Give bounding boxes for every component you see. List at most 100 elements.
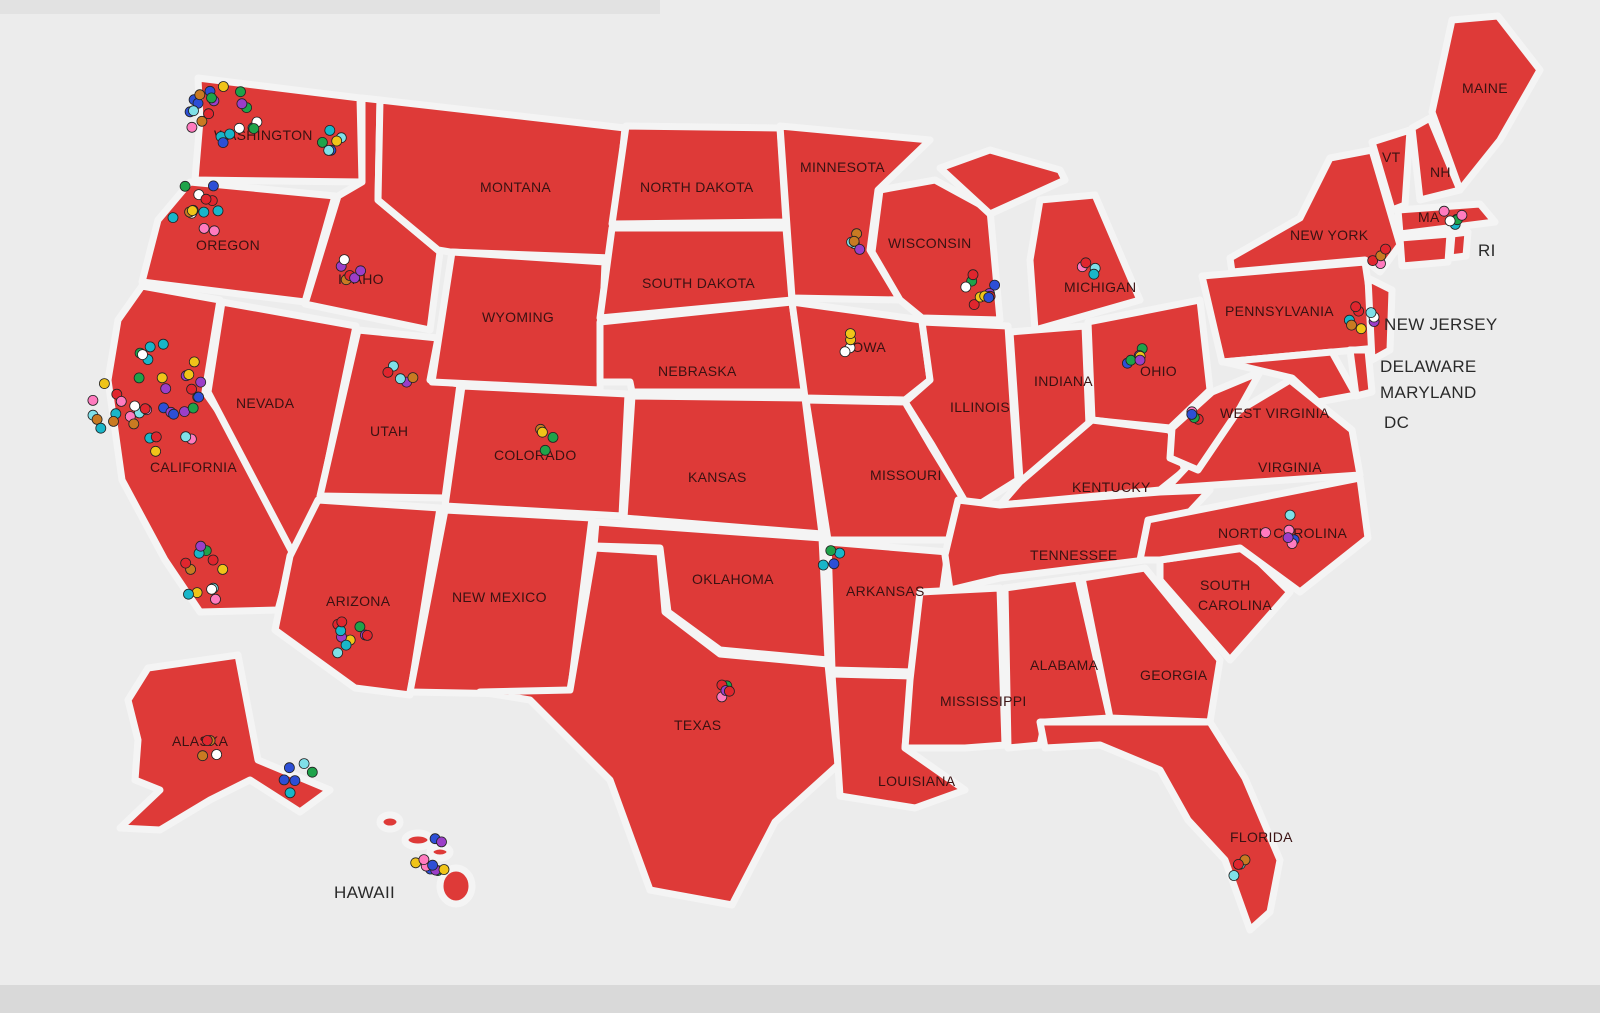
push-pin	[298, 758, 310, 769]
label-north-dakota: NORTH DAKOTA	[640, 179, 754, 195]
push-pin	[180, 431, 192, 443]
label-texas: TEXAS	[674, 717, 721, 733]
label-missouri: MISSOURI	[870, 467, 942, 483]
state-delaware	[1346, 346, 1376, 400]
push-pin	[180, 557, 192, 569]
push-pin	[167, 212, 179, 224]
label-new-mexico: NEW MEXICO	[452, 589, 547, 605]
push-pin	[183, 588, 194, 600]
push-pin	[967, 269, 979, 281]
push-pin	[208, 225, 220, 237]
push-pin	[382, 366, 394, 378]
push-pin	[418, 854, 430, 865]
label-minnesota: MINNESOTA	[800, 159, 885, 175]
state-mississippi	[901, 584, 1009, 752]
push-pin	[224, 128, 236, 140]
label-arizona: ARIZONA	[326, 593, 391, 609]
push-pin	[349, 272, 361, 284]
push-pin	[168, 408, 180, 420]
push-pin	[183, 369, 195, 380]
push-pin	[186, 205, 198, 217]
state-kansas	[620, 392, 826, 538]
push-pin	[200, 193, 212, 205]
push-pin	[150, 431, 162, 443]
push-pin	[1284, 509, 1296, 521]
push-pin	[210, 593, 221, 605]
label-utah: UTAH	[370, 423, 408, 439]
state-alaska	[116, 651, 334, 834]
push-pin	[108, 415, 119, 427]
label-oklahoma: OKLAHOMA	[692, 571, 774, 587]
push-pin	[960, 281, 972, 293]
push-pin	[724, 685, 735, 697]
state-new-jersey	[1364, 274, 1396, 364]
label-south-carolina-2: CAROLINA	[1198, 597, 1272, 613]
state-west-virginia	[1166, 368, 1264, 474]
push-pin	[186, 383, 198, 395]
push-pin	[332, 647, 344, 659]
label-vt: VT	[1382, 149, 1401, 165]
push-pin	[316, 136, 328, 148]
push-pin	[284, 787, 296, 799]
push-pin	[340, 639, 352, 651]
push-pin	[87, 394, 99, 406]
push-pin	[133, 372, 145, 384]
push-pin	[194, 89, 206, 101]
push-pin	[306, 766, 318, 778]
label-wyoming: WYOMING	[482, 309, 554, 325]
push-pin	[198, 206, 210, 218]
state-north-carolina	[1136, 474, 1372, 596]
paper-bottom-strip	[0, 985, 1600, 1013]
push-pin	[825, 545, 837, 556]
push-pins-layer	[87, 81, 1468, 881]
label-south-carolina-1: SOUTH	[1200, 577, 1251, 593]
label-louisiana: LOUISIANA	[878, 773, 956, 789]
push-pin	[547, 431, 559, 443]
label-illinois: ILLINOIS	[950, 399, 1010, 415]
push-pin	[201, 735, 213, 746]
push-pin	[217, 81, 229, 92]
push-pin	[1456, 209, 1468, 221]
push-pin	[212, 205, 224, 217]
push-pin	[95, 422, 107, 434]
push-pin	[156, 372, 168, 384]
label-dc: DC	[1384, 413, 1409, 432]
push-pin	[207, 180, 219, 192]
label-maryland: MARYLAND	[1380, 383, 1477, 402]
label-indiana: INDIANA	[1034, 373, 1093, 389]
push-pin	[324, 124, 336, 136]
push-pin	[834, 547, 846, 559]
push-pin	[211, 749, 223, 760]
push-pin	[1444, 215, 1456, 227]
push-pin	[338, 254, 350, 266]
push-pin	[989, 279, 1000, 291]
label-hawaii: HAWAII	[334, 883, 395, 902]
state-arizona	[271, 496, 444, 699]
label-kentucky: KENTUCKY	[1072, 479, 1151, 495]
push-pin	[217, 137, 229, 149]
label-michigan: MICHIGAN	[1064, 279, 1136, 295]
push-pin	[1438, 205, 1450, 217]
paper-top-strip	[0, 0, 660, 14]
push-pin	[323, 144, 335, 156]
push-pin	[129, 400, 141, 412]
state-texas	[476, 544, 842, 909]
push-pin	[427, 859, 439, 871]
push-pin	[236, 98, 248, 110]
label-ma: MA	[1418, 209, 1440, 225]
label-pennsylvania: PENNSYLVANIA	[1225, 303, 1334, 319]
push-pin	[1380, 243, 1391, 255]
state-connecticut	[1396, 230, 1454, 270]
push-pin	[394, 373, 406, 385]
push-pin	[839, 346, 851, 358]
label-south-dakota: SOUTH DAKOTA	[642, 275, 755, 291]
label-alaska: ALASKA	[172, 733, 229, 749]
state-rhode-island	[1446, 228, 1472, 262]
label-montana: MONTANA	[480, 179, 551, 195]
push-pin	[335, 625, 347, 637]
state-labels: MAINE VT NH MA RI NEW YORK PENNSYLVANIA …	[150, 80, 1508, 902]
push-pin	[233, 122, 245, 134]
push-pin	[1365, 307, 1377, 319]
push-pin	[188, 105, 199, 117]
